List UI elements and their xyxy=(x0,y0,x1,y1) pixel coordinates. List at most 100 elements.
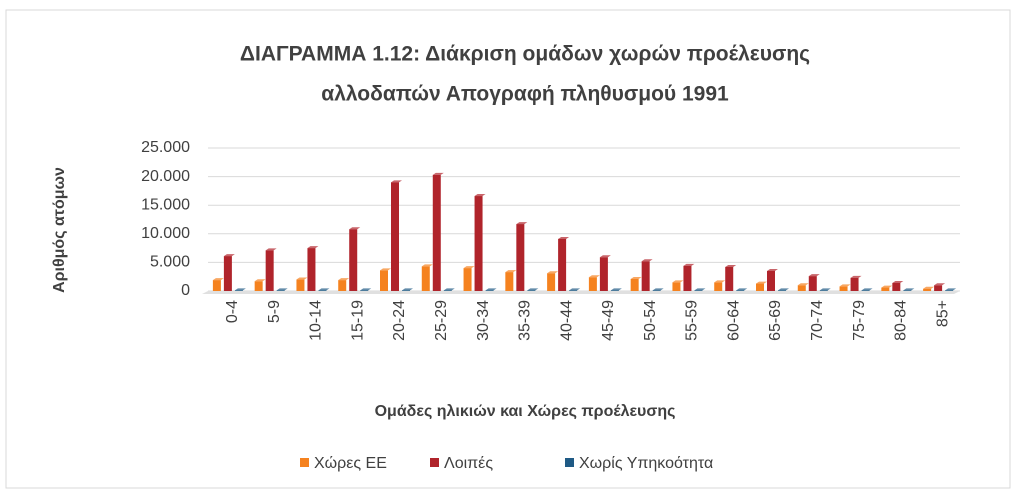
x-tick-label: 80-84 xyxy=(893,300,910,341)
x-tick-label: 40-44 xyxy=(558,300,575,341)
bar xyxy=(778,290,786,291)
bar xyxy=(630,278,639,291)
bar xyxy=(463,268,472,291)
bar-top xyxy=(630,276,642,279)
bar-top xyxy=(923,286,935,289)
legend-swatch xyxy=(300,458,309,467)
bar-top xyxy=(778,288,789,291)
bar xyxy=(819,290,828,291)
bar xyxy=(934,285,943,291)
legend-swatch xyxy=(565,458,574,467)
bar-top xyxy=(839,284,851,287)
bar-top xyxy=(819,288,831,291)
bar-top xyxy=(296,277,308,280)
bar xyxy=(588,277,597,291)
bar-top xyxy=(903,288,915,291)
bar xyxy=(391,182,399,291)
bar-top xyxy=(850,275,862,278)
bar-top xyxy=(432,172,444,175)
bar-top xyxy=(797,283,809,286)
bar xyxy=(223,256,232,291)
bar xyxy=(694,290,703,291)
bar xyxy=(714,282,723,291)
x-tick-label: 15-19 xyxy=(349,300,366,341)
bar-top xyxy=(485,288,497,291)
x-tick-label: 55-59 xyxy=(684,300,701,341)
bar xyxy=(432,174,441,291)
bar-top xyxy=(934,283,946,286)
bar-top xyxy=(861,288,873,291)
bar xyxy=(421,266,430,291)
bar-top xyxy=(527,288,539,291)
bar xyxy=(599,257,608,291)
y-tick-label: 0 xyxy=(181,282,190,299)
bar xyxy=(380,270,388,291)
bar-top xyxy=(421,264,433,267)
bar xyxy=(318,290,327,291)
bar-top xyxy=(736,288,748,291)
bar xyxy=(641,261,650,291)
x-tick-label: 60-64 xyxy=(725,300,742,341)
bar-top xyxy=(463,266,475,269)
y-tick-label: 25.000 xyxy=(141,139,190,156)
bar-top xyxy=(641,259,653,262)
bar xyxy=(903,290,912,291)
bar-top xyxy=(558,236,570,239)
bar xyxy=(234,290,243,291)
bar xyxy=(296,279,305,291)
bar-top xyxy=(547,271,559,274)
bar-top xyxy=(443,288,455,291)
bar-top xyxy=(307,246,319,249)
y-axis-title: Αριθμός ατόμων xyxy=(51,167,68,293)
bar-top xyxy=(881,285,893,288)
bar xyxy=(850,277,859,291)
bar-top xyxy=(714,280,726,283)
legend-label: Χωρίς Υπηκοότητα xyxy=(579,455,713,472)
bar-top xyxy=(808,274,820,277)
bar-top xyxy=(588,275,600,278)
bar-top xyxy=(318,288,330,291)
x-tick-label: 45-49 xyxy=(600,300,617,341)
bar-top xyxy=(599,255,611,258)
bar-top xyxy=(516,222,528,225)
bar xyxy=(338,280,347,291)
x-tick-label: 65-69 xyxy=(767,300,784,341)
bar xyxy=(485,290,494,291)
bar-top xyxy=(652,288,664,291)
x-tick-label: 70-74 xyxy=(809,300,826,341)
bar xyxy=(881,287,890,291)
bar-top xyxy=(380,268,391,271)
bar-top xyxy=(694,288,706,291)
bar xyxy=(505,272,514,291)
bar xyxy=(725,266,734,291)
legend-label: Λοιπές xyxy=(444,455,493,472)
y-tick-label: 15.000 xyxy=(141,196,190,213)
bar xyxy=(307,248,316,291)
bar xyxy=(756,283,764,291)
bar-top xyxy=(610,288,622,291)
bar xyxy=(923,288,932,291)
y-tick-label: 20.000 xyxy=(141,168,190,185)
x-tick-label: 30-34 xyxy=(475,300,492,341)
bar xyxy=(276,290,285,291)
bar xyxy=(839,286,848,291)
bar-top xyxy=(223,254,235,257)
bar xyxy=(516,224,525,291)
bar xyxy=(808,276,817,291)
bar xyxy=(527,290,536,291)
bar-top xyxy=(391,180,402,183)
bar-top xyxy=(474,194,486,197)
bar-top xyxy=(360,288,372,291)
x-tick-label: 0-4 xyxy=(224,300,241,323)
bar xyxy=(547,273,556,291)
bar-top xyxy=(892,280,904,283)
x-tick-label: 50-54 xyxy=(642,300,659,341)
bar xyxy=(569,290,578,291)
bar xyxy=(683,265,692,291)
bar xyxy=(861,290,870,291)
legend-swatch xyxy=(430,458,439,467)
bar xyxy=(945,290,954,291)
chart-title: ΔΙΑΓΡΑΜΜΑ 1.12: Διάκριση ομάδων χωρών πρ… xyxy=(240,43,810,66)
bar-top xyxy=(683,263,695,266)
bar-top xyxy=(672,280,684,283)
